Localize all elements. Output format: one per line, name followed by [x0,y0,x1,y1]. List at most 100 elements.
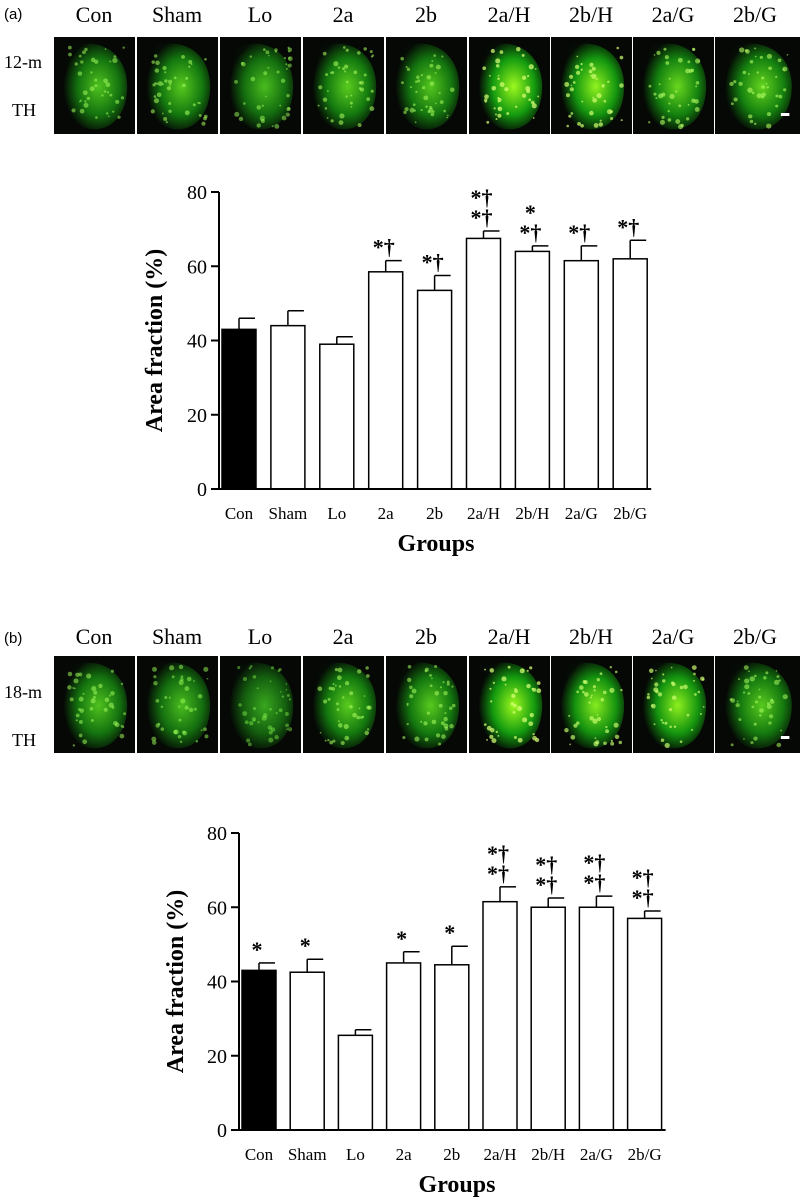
x-tick-label: 2b [443,1145,460,1164]
panel-b: (b) Con Sham Lo 2a 2b 2a/H 2b/H 2a/G 2b/G 18-m T… [0,620,800,1203]
y-tick-label: 20 [207,1046,227,1068]
group-header: 2b/H [569,624,613,649]
group-header: 2a [332,2,354,27]
stain-label: TH [12,100,36,121]
bar-sham [289,971,325,1131]
significance-marker: *† [568,220,590,245]
group-header: Sham [151,624,203,649]
bar-chart-18m: 0 20 40 60 80 Area fraction (%) Con * Sham * Lo 2a *… [163,823,666,1198]
x-axis-label: Groups [419,1172,496,1198]
bar-2a-g [578,906,615,1131]
micrograph-sham [137,37,218,134]
y-tick-label: 60 [187,256,207,278]
significance-marker: * [525,200,536,225]
x-tick-label: 2a/H [483,1145,516,1164]
significance-marker: *† [373,235,395,260]
micrograph-2a-g [633,656,714,753]
bar-chart-12m: 0 20 40 60 80 Area fraction (%) Con Sham Lo 2a *† 2… [142,182,652,557]
panel-label: (b) [4,630,23,647]
x-tick-label: 2b/G [613,504,647,523]
significance-marker: *† [422,250,444,275]
group-header: 2a/G [651,2,695,27]
micrograph-2b [386,37,467,134]
significance-marker: *† [583,850,605,875]
micrograph-con [54,37,135,134]
y-tick-label: 0 [217,1120,227,1142]
bar-2b-g [612,258,648,490]
group-header: 2b [415,2,437,27]
panel-label: (a) [4,6,23,23]
bar-2a-h [482,900,518,1131]
bar-2b [416,289,453,490]
bar-2b-h [514,250,551,490]
x-tick-label: Lo [327,504,346,523]
x-tick-label: 2a [396,1145,413,1164]
y-tick-label: 20 [187,405,207,427]
y-tick-label: 0 [197,479,207,501]
panel-a: (a) Con Sham Lo 2a 2b 2a/H 2b/H 2a/G 2b/G 12-m T… [0,0,800,590]
significance-marker: *† [487,861,509,886]
y-tick-label: 80 [187,182,207,204]
micrograph-2a-h [469,656,550,753]
significance-marker: * [252,937,263,962]
significance-marker: *† [632,885,654,910]
significance-marker: *† [617,214,639,239]
bar-2a-h [465,237,502,490]
bar-lo [319,343,355,490]
significance-marker: * [396,926,407,951]
micrograph-lo [220,656,301,753]
micrograph-2b-g [715,37,800,134]
y-tick-label: 40 [187,331,207,353]
group-header: Sham [151,2,203,27]
bar-2b [434,964,470,1131]
micrograph-sham [137,656,218,753]
significance-marker: *† [471,185,493,210]
y-tick-label: 80 [207,823,227,845]
group-header: Lo [247,624,273,649]
micrograph-2b-g [715,656,800,753]
x-axis-label: Groups [398,531,475,557]
x-tick-label: 2b/G [628,1145,662,1164]
micrograph-con [54,656,135,753]
significance-marker: *† [632,865,654,890]
x-tick-label: 2b [426,504,443,523]
group-header: 2a/H [487,624,531,649]
significance-marker: *† [519,220,541,245]
group-header: 2b [415,624,437,649]
micrograph-2b-h [551,656,632,753]
bar-2b-h [530,906,566,1131]
x-tick-label: 2a/G [580,1145,613,1164]
micrograph-2a [303,656,384,753]
bar-2a [367,271,404,490]
significance-marker: *† [583,870,605,895]
x-tick-label: Con [225,504,254,523]
x-tick-label: 2b/H [515,504,549,523]
y-tick-label: 60 [207,897,227,919]
bar-2a-g [563,259,600,490]
y-axis-label: Area fraction (%) [163,890,189,1074]
y-axis-label: Area fraction (%) [142,249,168,433]
group-header: 2a/H [487,2,531,27]
group-header: 2b/G [733,2,777,27]
bar-lo [337,1034,374,1131]
x-tick-label: Con [245,1145,274,1164]
age-label: 12-m [4,52,42,73]
bar-sham [270,324,306,490]
x-tick-label: Sham [269,504,308,523]
significance-marker: *† [471,205,493,230]
significance-marker: *† [535,852,557,877]
group-header: Con [75,624,113,649]
x-tick-label: Lo [346,1145,365,1164]
x-tick-label: 2a [378,504,395,523]
micrograph-lo [220,37,301,134]
bar-con [241,969,277,1131]
group-header: 2b/H [569,2,613,27]
group-header: Con [75,2,113,27]
micrograph-2b-h [551,37,632,134]
x-tick-label: 2b/H [531,1145,565,1164]
group-header: 2b/G [733,624,777,649]
x-tick-label: 2a/G [565,504,598,523]
x-tick-label: 2a/H [467,504,500,523]
y-tick-label: 40 [207,972,227,994]
group-header: 2a [332,624,354,649]
